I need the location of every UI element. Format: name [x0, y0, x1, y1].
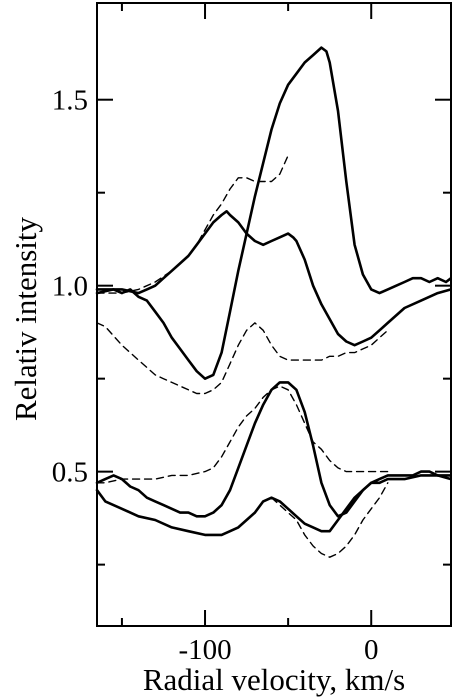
series-line-7 — [96, 385, 389, 484]
series-line-3 — [96, 322, 389, 395]
series-line-5 — [95, 381, 452, 518]
y-tick-label: 0.5 — [52, 457, 88, 489]
plot-frame — [96, 2, 452, 627]
series-line-4 — [96, 154, 289, 294]
x-axis-label: Radial velocity, km/s — [143, 662, 405, 697]
series-line-8 — [270, 482, 389, 558]
series-line-6 — [95, 474, 452, 537]
series-line-2 — [95, 210, 452, 347]
series-line-1 — [95, 46, 452, 381]
y-tick-label: 1.5 — [52, 85, 88, 117]
x-tick-label: -100 — [178, 634, 231, 666]
series-group — [95, 46, 452, 558]
x-tick-label: 0 — [364, 634, 379, 666]
axis-ticks — [97, 3, 451, 626]
y-tick-label: 1.0 — [52, 271, 88, 303]
tick-labels: -100 0 0.5 1.0 1.5 — [52, 85, 379, 666]
y-axis-label: Relativ intensity — [8, 216, 43, 421]
